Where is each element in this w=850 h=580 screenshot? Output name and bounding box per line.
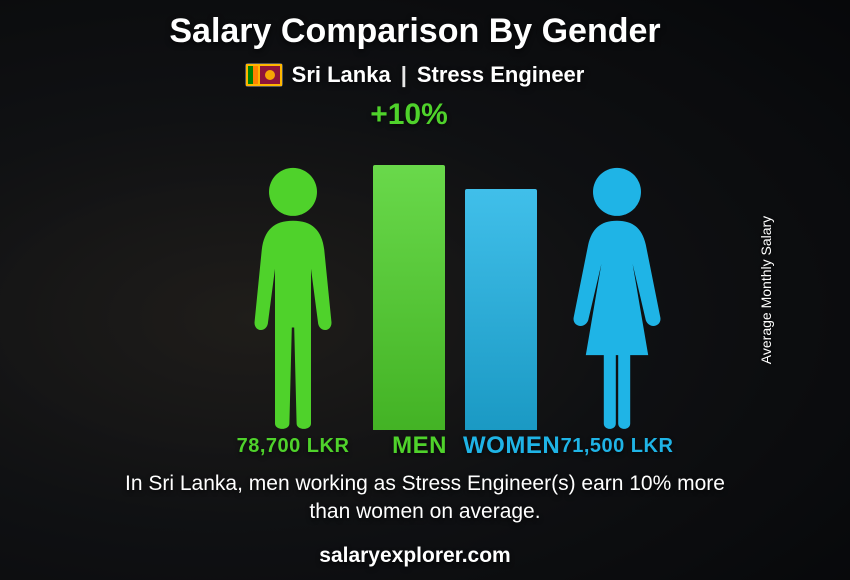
male-person-icon — [233, 165, 353, 430]
infographic-stage: Salary Comparison By Gender Sri Lanka | … — [0, 0, 850, 580]
men-bar-col: +10% — [369, 100, 449, 430]
y-axis-label: Average Monthly Salary — [758, 216, 774, 364]
men-salary-value: 78,700 LKR — [223, 435, 363, 458]
page-title: Salary Comparison By Gender — [0, 12, 830, 51]
men-category-label: MEN — [363, 432, 455, 460]
summary-line2: than women on average. — [309, 500, 540, 523]
separator: | — [401, 62, 407, 88]
labels-row: 78,700 LKR MEN WOMEN 71,500 LKR — [120, 432, 790, 460]
summary-text: In Sri Lanka, men working as Stress Engi… — [70, 470, 780, 527]
subtitle-row: Sri Lanka | Stress Engineer — [0, 62, 830, 88]
country-label: Sri Lanka — [292, 62, 391, 88]
women-bar — [465, 189, 537, 430]
summary-line1: In Sri Lanka, men working as Stress Engi… — [125, 472, 725, 495]
footer-source: salaryexplorer.com — [0, 544, 830, 568]
diff-pct-label: +10% — [370, 98, 448, 132]
sri-lanka-flag-icon — [246, 64, 282, 86]
female-figure-col — [547, 100, 687, 430]
role-label: Stress Engineer — [417, 62, 585, 88]
men-bar — [373, 165, 445, 430]
gender-salary-chart: +10% — [120, 100, 790, 430]
women-category-label: WOMEN — [455, 432, 547, 460]
female-person-icon — [557, 165, 677, 430]
women-salary-value: 71,500 LKR — [547, 435, 687, 458]
women-bar-col — [461, 100, 541, 430]
male-figure-col — [223, 100, 363, 430]
